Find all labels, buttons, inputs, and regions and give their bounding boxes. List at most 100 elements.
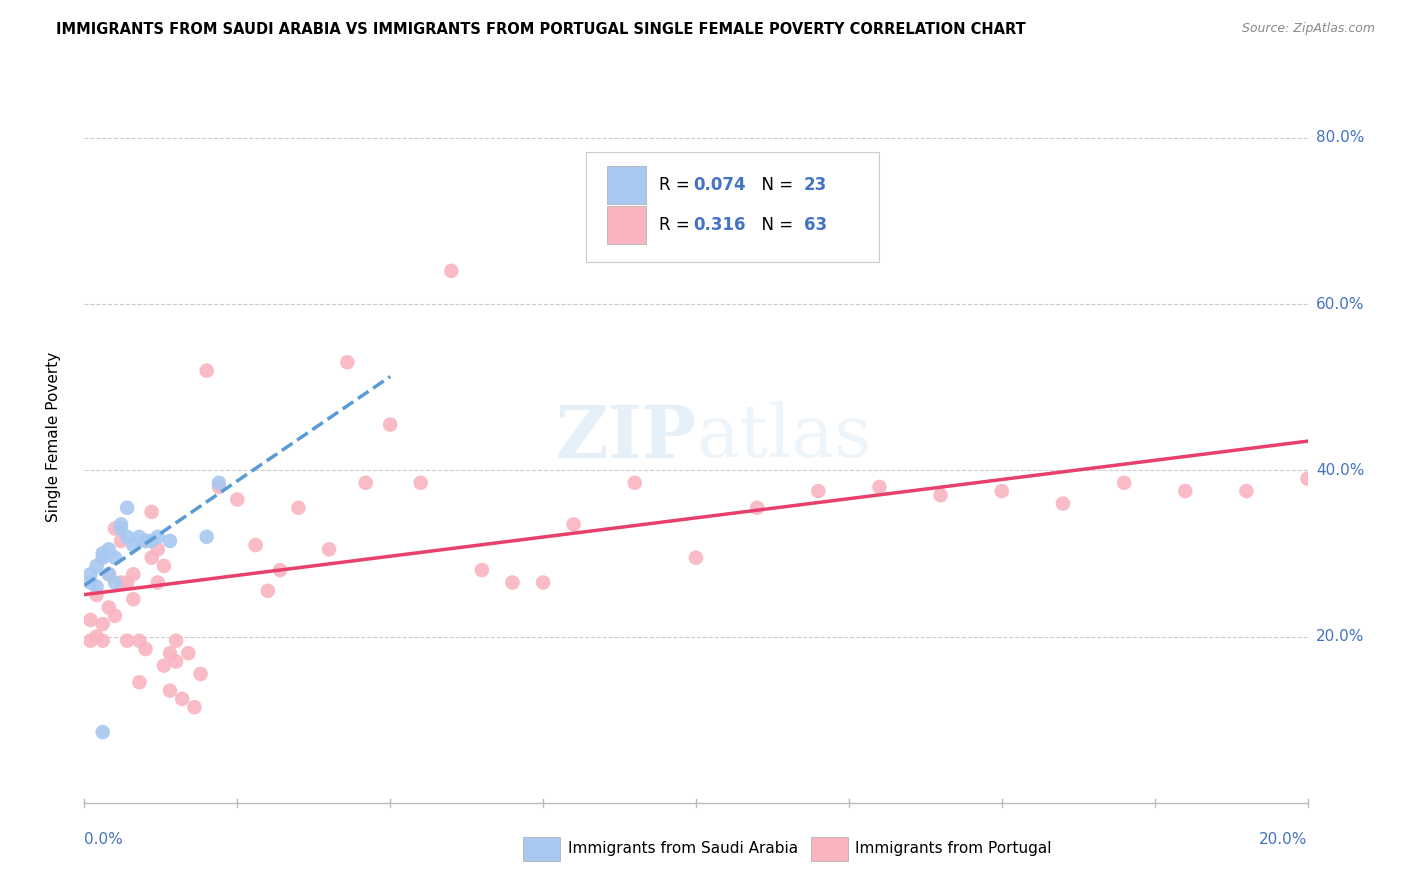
Text: 0.316: 0.316	[693, 216, 747, 234]
Point	[165, 633, 187, 648]
Text: 20.0%: 20.0%	[1260, 832, 1308, 847]
Text: 23: 23	[804, 176, 827, 194]
Point	[159, 683, 181, 698]
Point	[86, 588, 108, 602]
Text: 0.074: 0.074	[693, 176, 747, 194]
Point	[747, 500, 769, 515]
Point	[141, 550, 163, 565]
Point	[115, 633, 138, 648]
Point	[115, 500, 138, 515]
Point	[1296, 472, 1319, 486]
Point	[991, 484, 1014, 499]
Text: Source: ZipAtlas.com: Source: ZipAtlas.com	[1241, 22, 1375, 36]
Text: Single Female Poverty: Single Female Poverty	[46, 352, 62, 522]
Text: N =: N =	[751, 176, 799, 194]
Point	[91, 725, 114, 739]
Point	[91, 633, 114, 648]
Point	[1236, 484, 1258, 499]
Point	[104, 608, 127, 623]
Point	[146, 530, 169, 544]
Point	[97, 567, 120, 582]
Point	[869, 480, 891, 494]
Point	[104, 575, 127, 590]
Point	[128, 633, 150, 648]
Point	[122, 538, 145, 552]
Point	[128, 675, 150, 690]
Text: Immigrants from Portugal: Immigrants from Portugal	[855, 841, 1052, 856]
Point	[115, 530, 138, 544]
Point	[354, 475, 377, 490]
Point	[208, 475, 231, 490]
Point	[91, 550, 114, 565]
Point	[257, 583, 280, 598]
Text: ZIP: ZIP	[555, 401, 696, 473]
Text: N =: N =	[751, 216, 799, 234]
Point	[153, 658, 176, 673]
Point	[86, 558, 108, 573]
Point	[531, 575, 554, 590]
Point	[122, 592, 145, 607]
Point	[172, 692, 194, 706]
Point	[97, 567, 120, 582]
Point	[245, 538, 267, 552]
Point	[86, 630, 108, 644]
FancyBboxPatch shape	[606, 206, 645, 244]
Point	[110, 517, 132, 532]
Point	[91, 617, 114, 632]
Point	[208, 480, 231, 494]
Text: 20.0%: 20.0%	[1316, 629, 1364, 644]
Text: IMMIGRANTS FROM SAUDI ARABIA VS IMMIGRANTS FROM PORTUGAL SINGLE FEMALE POVERTY C: IMMIGRANTS FROM SAUDI ARABIA VS IMMIGRAN…	[56, 22, 1026, 37]
Point	[685, 550, 707, 565]
FancyBboxPatch shape	[586, 152, 880, 261]
Point	[318, 542, 340, 557]
Point	[153, 558, 176, 573]
Text: atlas: atlas	[696, 401, 872, 473]
Point	[146, 542, 169, 557]
Point	[409, 475, 432, 490]
Point	[336, 355, 359, 369]
Point	[128, 530, 150, 544]
Point	[195, 530, 218, 544]
Point	[380, 417, 402, 432]
Point	[104, 550, 127, 565]
Point	[190, 667, 212, 681]
Point	[115, 575, 138, 590]
Point	[141, 533, 163, 548]
Point	[79, 633, 101, 648]
Point	[159, 646, 181, 660]
Point	[159, 533, 181, 548]
Point	[807, 484, 830, 499]
Point	[79, 575, 101, 590]
Point	[195, 363, 218, 377]
Text: 0.0%: 0.0%	[84, 832, 124, 847]
Point	[226, 492, 249, 507]
Text: 80.0%: 80.0%	[1316, 130, 1364, 145]
Point	[1052, 497, 1074, 511]
Point	[440, 264, 463, 278]
Text: 60.0%: 60.0%	[1316, 297, 1364, 311]
Point	[97, 542, 120, 557]
Point	[91, 546, 114, 560]
Point	[502, 575, 524, 590]
Point	[110, 521, 132, 535]
Point	[177, 646, 200, 660]
Point	[269, 563, 291, 577]
Point	[110, 533, 132, 548]
Point	[135, 533, 157, 548]
Text: R =: R =	[659, 176, 696, 194]
FancyBboxPatch shape	[606, 166, 645, 203]
Point	[1174, 484, 1197, 499]
Point	[1114, 475, 1136, 490]
FancyBboxPatch shape	[523, 838, 560, 861]
Point	[562, 517, 585, 532]
Point	[104, 521, 127, 535]
Point	[122, 567, 145, 582]
Point	[79, 567, 101, 582]
Point	[86, 580, 108, 594]
Point	[471, 563, 494, 577]
Point	[624, 475, 647, 490]
Point	[287, 500, 309, 515]
Point	[79, 613, 101, 627]
Text: Immigrants from Saudi Arabia: Immigrants from Saudi Arabia	[568, 841, 797, 856]
Point	[135, 642, 157, 657]
